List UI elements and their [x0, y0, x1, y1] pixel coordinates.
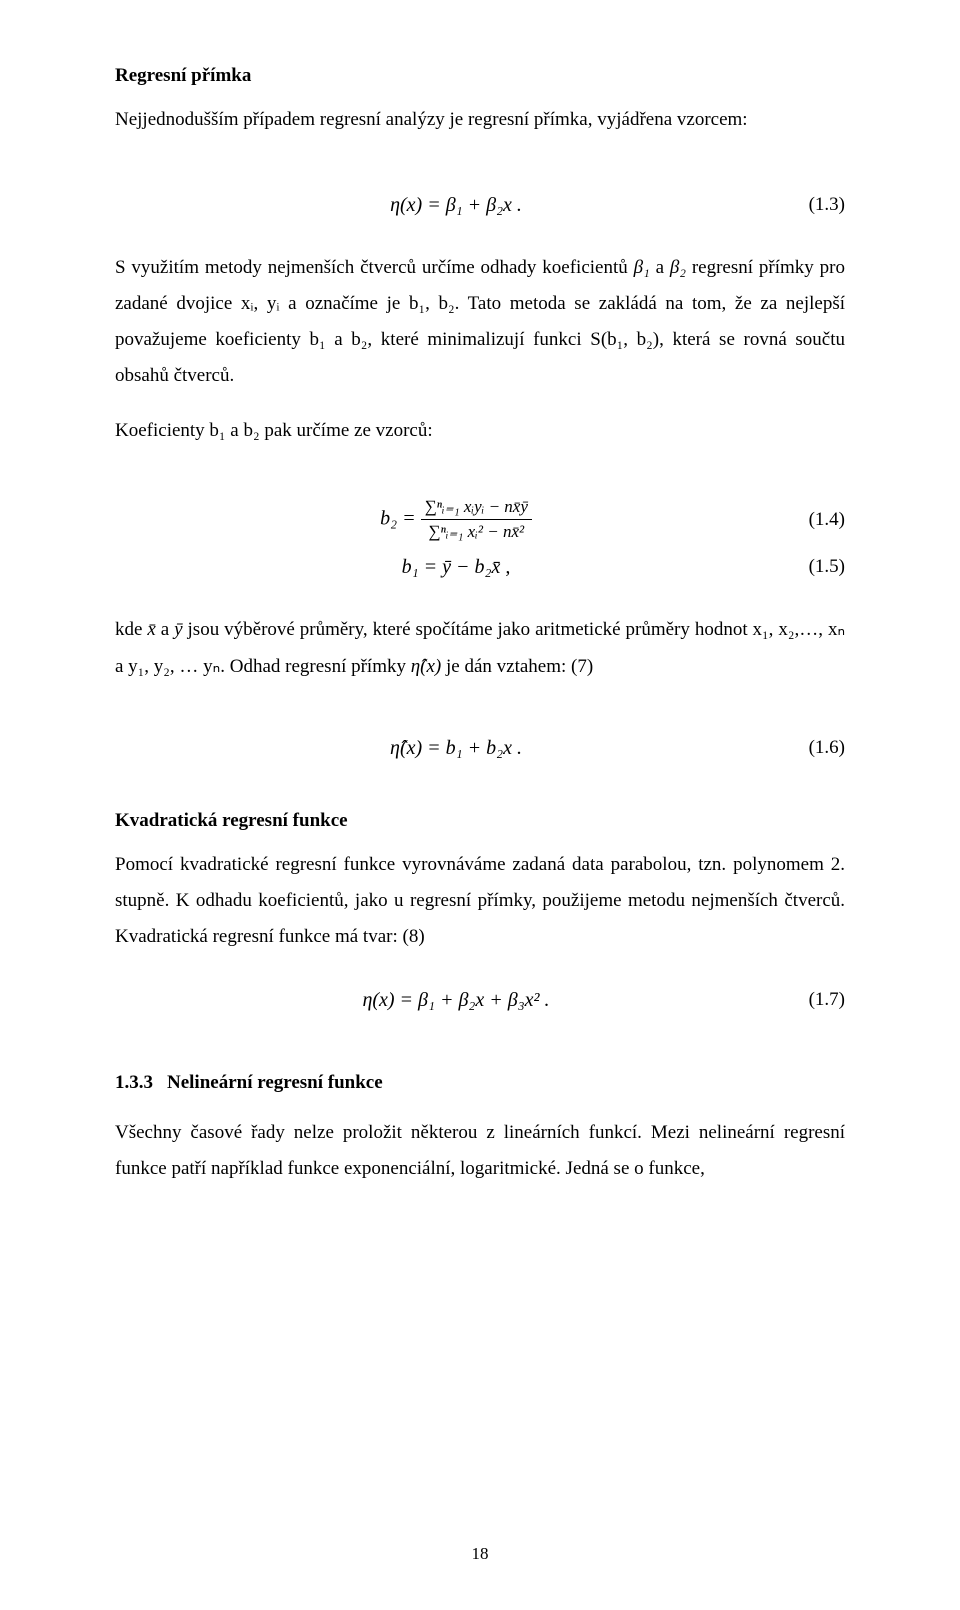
equation-1-5-num: (1.5) — [797, 549, 845, 585]
equation-1-6-expr: η̂(x) = b₁ + b₂x . — [115, 729, 797, 767]
subsection-number: 1.3.3 — [115, 1065, 153, 1101]
intro-paragraph: Nejjednodušším případem regresní analýzy… — [115, 102, 845, 138]
equation-1-4: b₂ = ∑ⁿᵢ₌₁ xᵢyᵢ − nx̄ȳ ∑ⁿᵢ₌₁ xᵢ² − nx̄² … — [115, 497, 845, 543]
section-heading-quadratic: Kvadratická regresní funkce — [115, 803, 845, 839]
equation-1-3-num: (1.3) — [797, 187, 845, 223]
page-number: 18 — [0, 1538, 960, 1570]
equation-1-4-expr: b₂ = ∑ⁿᵢ₌₁ xᵢyᵢ − nx̄ȳ ∑ⁿᵢ₌₁ xᵢ² − nx̄² — [115, 497, 797, 543]
subsection-title: Nelineární regresní funkce — [167, 1072, 383, 1093]
equation-1-7-expr: η(x) = β₁ + β₂x + β₃x² . — [115, 981, 797, 1019]
equation-1-6-num: (1.6) — [797, 730, 845, 766]
equation-1-4-num: (1.4) — [797, 502, 845, 538]
paragraph-means: kde x̄ a ȳ jsou výběrové průměry, které … — [115, 612, 845, 684]
paragraph-nonlinear: Všechny časové řady nelze proložit někte… — [115, 1115, 845, 1187]
equation-1-7-num: (1.7) — [797, 982, 845, 1018]
subsection-heading-nonlinear: 1.3.3 Nelineární regresní funkce — [115, 1065, 845, 1101]
equation-1-6: η̂(x) = b₁ + b₂x . (1.6) — [115, 729, 845, 767]
section-heading-regression-line: Regresní přímka — [115, 58, 845, 94]
paragraph-quadratic: Pomocí kvadratické regresní funkce vyrov… — [115, 847, 845, 955]
paragraph-coefficients: Koeficienty b₁ a b₂ pak určíme ze vzorců… — [115, 413, 845, 449]
equation-1-7: η(x) = β₁ + β₂x + β₃x² . (1.7) — [115, 981, 845, 1019]
equation-1-5: b₁ = ȳ − b₂x̄ , (1.5) — [115, 548, 845, 586]
equation-1-5-expr: b₁ = ȳ − b₂x̄ , — [115, 548, 797, 586]
paragraph-method: S využitím metody nejmenších čtverců urč… — [115, 250, 845, 394]
equation-1-3-expr: η(x) = β₁ + β₂x . — [115, 186, 797, 224]
equation-1-3: η(x) = β₁ + β₂x . (1.3) — [115, 186, 845, 224]
